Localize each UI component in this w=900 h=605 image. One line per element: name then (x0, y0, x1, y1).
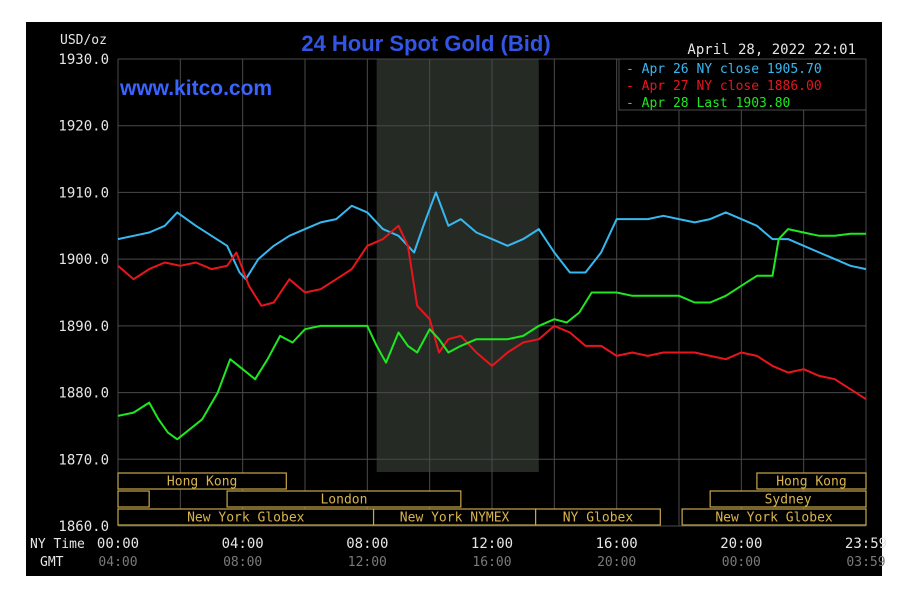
y-tick-label: 1910.0 (58, 185, 109, 201)
session-label: Hong Kong (167, 475, 237, 490)
y-tick-label: 1920.0 (58, 119, 109, 135)
series-line-3 (117, 228, 866, 441)
x-tick-label-ny: 08:00 (346, 536, 388, 552)
session-label: NY Globex (563, 511, 634, 526)
session-box (226, 490, 462, 508)
legend-entry-1: - Apr 26 NY close 1905.70 (626, 62, 822, 77)
y-tick-label: 1880.0 (58, 386, 109, 402)
chart-timestamp: April 28, 2022 22:01 (687, 42, 856, 58)
x-tick-label-gmt: 12:00 (348, 555, 387, 570)
session-box (681, 508, 867, 526)
legend-entry-3: - Apr 28 Last 1903.80 (626, 96, 790, 111)
x-tick-label-gmt: 03:59 (846, 555, 885, 570)
series-line-2 (117, 224, 867, 401)
session-box (756, 472, 867, 490)
y-tick-label: 1870.0 (58, 452, 109, 468)
session-box (117, 490, 150, 508)
session-label: Sydney (765, 493, 812, 508)
x-tick-label-gmt: 16:00 (472, 555, 511, 570)
y-unit-label: USD/oz (60, 33, 107, 48)
chart-title: 24 Hour Spot Gold (Bid) (301, 31, 550, 56)
x-tick-label-ny: 00:00 (97, 536, 139, 552)
y-tick-label: 1900.0 (58, 252, 109, 268)
x-tick-label-gmt: 04:00 (98, 555, 137, 570)
session-label: New York Globex (715, 511, 833, 526)
legend-box (618, 58, 867, 111)
x-tick-label-ny: 23:59 (845, 536, 887, 552)
x-tick-label-gmt: 00:00 (722, 555, 761, 570)
x-tick-label-gmt: 20:00 (597, 555, 636, 570)
session-label: New York NYMEX (400, 511, 510, 526)
session-label: New York Globex (187, 511, 305, 526)
y-tick-label: 1860.0 (58, 519, 109, 535)
y-tick-label: 1890.0 (58, 319, 109, 335)
x-tick-label-gmt: 08:00 (223, 555, 262, 570)
legend-entry-2: - Apr 27 NY close 1886.00 (626, 79, 822, 94)
session-label: Hong Kong (776, 475, 846, 490)
x-tick-label-ny: 04:00 (222, 536, 264, 552)
nymex-highlight-band (376, 59, 539, 472)
kitco-watermark: www.kitco.com (119, 77, 272, 100)
session-box (117, 472, 287, 490)
x-tick-label-ny: 12:00 (471, 536, 513, 552)
session-box (535, 508, 661, 526)
session-label: London (320, 493, 367, 508)
ny-time-row-label: NY Time (30, 537, 85, 552)
x-tick-label-ny: 20:00 (720, 536, 762, 552)
y-tick-label: 1930.0 (58, 52, 109, 68)
x-tick-label-ny: 16:00 (596, 536, 638, 552)
session-box (709, 490, 867, 508)
series-line-1 (117, 191, 867, 281)
gmt-row-label: GMT (40, 555, 64, 570)
